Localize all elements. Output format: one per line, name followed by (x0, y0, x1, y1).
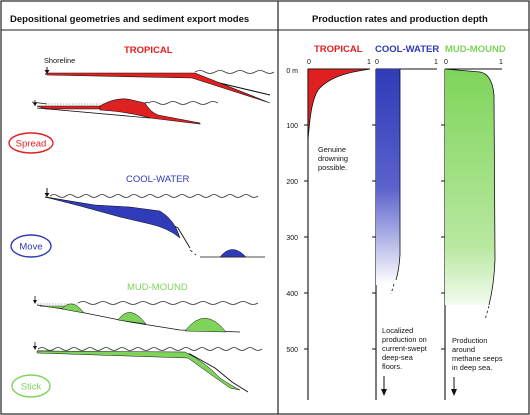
spread-label: Spread (16, 139, 47, 150)
sea-surface-wave (194, 70, 275, 74)
mud-mound-tick-max: 1 (499, 59, 503, 66)
right-panel-title: Production rates and production depth (312, 14, 488, 25)
cool-water-production-curve (395, 69, 401, 281)
mud-mound-production-curve (444, 68, 496, 306)
mud-mound-note-3: methane seeps (452, 354, 503, 363)
tropical-tick-max: 1 (367, 59, 371, 66)
stick-label: Stick (21, 382, 42, 393)
cool-water-note-2: production on (382, 335, 427, 344)
depth-tick-0: 0 m (286, 68, 298, 75)
cool-water-tick-max: 1 (434, 59, 438, 66)
mud-mound-1 (61, 303, 85, 314)
cool-water-sediment-wedge (44, 196, 181, 239)
tropical-platform-2 (99, 98, 201, 125)
tropical-note-1: Genuine (318, 145, 346, 154)
sea-surface-wave (147, 101, 219, 105)
tropical-column-title: TROPICAL (314, 44, 363, 55)
sea-surface-wave (49, 194, 259, 198)
depth-tick-500: 500 (286, 347, 298, 354)
cool-water-title: COOL-WATER (126, 174, 189, 185)
stick-oval (11, 374, 51, 398)
spread-oval (8, 132, 54, 154)
move-label: Move (19, 242, 42, 253)
mud-mound-note-4: in deep sea. (452, 363, 492, 372)
depth-ticks: 0 m 100 200 300 400 500 (286, 68, 445, 354)
cool-water-note-3: current-swept (382, 344, 427, 353)
tropical-platform-1 (46, 72, 271, 104)
left-panel-title: Depositional geometries and sediment exp… (10, 14, 249, 25)
cool-water-note-4: deep-sea (382, 353, 414, 362)
shoreline-label: Shoreline (44, 56, 75, 65)
depth-tick-400: 400 (286, 291, 298, 298)
tropical-title: TROPICAL (124, 45, 173, 56)
mud-mound-note-2: around (452, 345, 475, 354)
mud-mound-production-area (445, 69, 495, 305)
cool-water-deep-drift (219, 249, 247, 258)
cool-water-production-area (376, 69, 400, 285)
tropical-note-2: drowning (318, 154, 348, 163)
sea-surface-wave (37, 347, 263, 351)
cool-water-column-title: COOL-WATER (375, 44, 439, 55)
tropical-production-curve (307, 68, 371, 141)
mud-mound-title: MUD-MOUND (127, 282, 188, 293)
mud-mound-tick-min: 0 (444, 59, 448, 66)
tropical-tick-min: 0 (307, 59, 311, 66)
mud-mound-platform (36, 350, 241, 391)
mud-mound-3 (184, 318, 227, 333)
move-oval (10, 234, 52, 258)
cool-water-tick-min: 0 (375, 59, 379, 66)
depth-tick-300: 300 (286, 235, 298, 242)
depth-tick-200: 200 (286, 179, 298, 186)
sea-surface-wave (77, 301, 259, 305)
depth-tick-100: 100 (286, 123, 298, 130)
mud-mound-2 (117, 312, 147, 325)
cool-water-note-5: floors. (382, 362, 402, 371)
mud-mound-column-title: MUD-MOUND (445, 44, 506, 55)
mud-mound-note-1: Production (452, 336, 487, 345)
cool-water-note-1: Localized (382, 326, 413, 335)
tropical-note-3: possible. (318, 163, 347, 172)
